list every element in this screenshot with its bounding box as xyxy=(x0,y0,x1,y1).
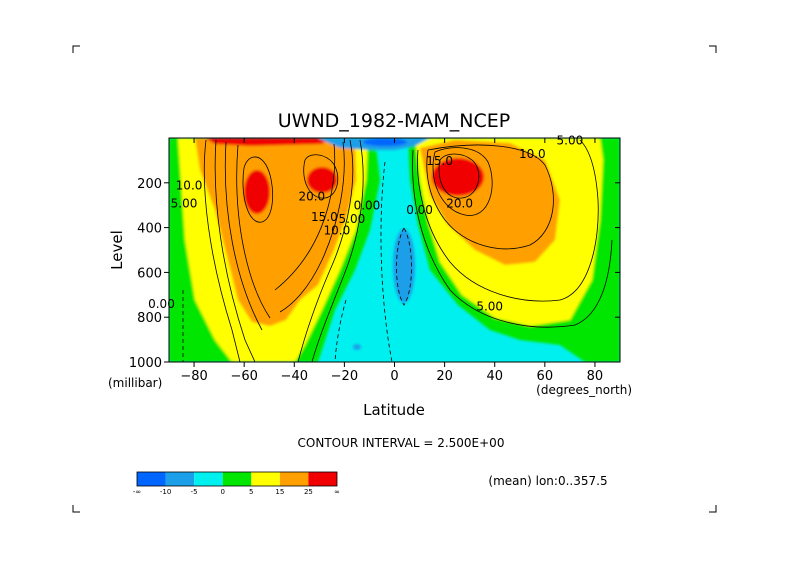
x-axis-label: Latitude xyxy=(363,401,425,419)
colorbar-label: 15 xyxy=(275,488,284,496)
y-units-label: (millibar) xyxy=(108,376,162,390)
colorbar-label: -∞ xyxy=(133,488,141,496)
contour-label: 5.00 xyxy=(171,196,198,210)
colorbar-swatch xyxy=(165,472,195,486)
region-blue-top-deep xyxy=(363,138,407,146)
region-blue-tropical xyxy=(393,229,415,303)
contour-label: 20.0 xyxy=(298,190,325,204)
y-tick-label: 800 xyxy=(137,311,162,326)
x-axis: −80 −60 −40 −20 0 20 40 60 80 xyxy=(180,138,603,384)
contour-label: 0.00 xyxy=(406,203,433,217)
x-tick-label: −40 xyxy=(281,369,308,384)
region-blue-spot xyxy=(353,344,361,350)
contour-label: 5.00 xyxy=(339,212,366,226)
colorbar-label: ∞ xyxy=(334,488,340,496)
colorbar-label: 25 xyxy=(304,488,313,496)
colorbar-label: 5 xyxy=(249,488,253,496)
x-tick-label: −80 xyxy=(180,369,207,384)
jet-core-top xyxy=(205,138,330,146)
crop-mark-top-left xyxy=(72,45,80,53)
colorbar-label: -5 xyxy=(191,488,198,496)
colorbar-label: -10 xyxy=(160,488,171,496)
contour-label: 0.00 xyxy=(354,199,381,213)
colorbar: -∞ -10 -5 0 5 15 25 ∞ xyxy=(133,471,340,496)
jet-core-subtropical-south xyxy=(307,167,337,193)
contour-labels: 10.05.00 20.015.010.05.000.00 0.0015.020.0… xyxy=(148,134,583,314)
x-tick-label: −20 xyxy=(331,369,358,384)
colorbar-label: 0 xyxy=(220,488,224,496)
contour-lines xyxy=(203,139,613,362)
y-axis-label: Level xyxy=(108,230,126,270)
contour-label: 15.0 xyxy=(426,154,453,168)
colorbar-swatch xyxy=(194,472,223,486)
contour-interval-note: CONTOUR INTERVAL = 2.500E+00 xyxy=(298,436,505,450)
x-tick-label: 60 xyxy=(537,369,554,384)
x-tick-label: 0 xyxy=(390,369,398,384)
contour-label: 10.0 xyxy=(519,147,546,161)
crop-marks xyxy=(72,45,717,513)
contour-label: 5.00 xyxy=(557,134,584,148)
crop-mark-bottom-left xyxy=(72,505,80,513)
chart-title: UWND_1982-MAM_NCEP xyxy=(278,110,510,132)
y-tick-label: 400 xyxy=(137,222,162,237)
crop-mark-bottom-right xyxy=(709,505,717,513)
colorbar-swatch xyxy=(222,472,252,486)
y-axis: 200 400 600 800 1000 xyxy=(129,177,620,371)
mean-longitude-note: (mean) lon:0..357.5 xyxy=(488,474,607,488)
contour-label: 20.0 xyxy=(446,196,473,210)
y-tick-label: 600 xyxy=(137,266,162,281)
colorbar-swatch xyxy=(251,472,280,486)
jet-core-south xyxy=(244,170,270,214)
x-units-label: (degrees_north) xyxy=(536,383,632,397)
contour-label: 10.0 xyxy=(324,223,351,237)
x-tick-label: 20 xyxy=(436,369,453,384)
y-tick-label: 200 xyxy=(137,177,162,192)
contour-label: 10.0 xyxy=(176,179,203,193)
x-tick-label: 40 xyxy=(486,369,503,384)
contour-label: 0.00 xyxy=(148,297,175,311)
colorbar-swatch xyxy=(137,472,166,486)
x-tick-label: −60 xyxy=(230,369,257,384)
y-tick-label: 1000 xyxy=(129,356,162,371)
contour-field xyxy=(169,138,620,362)
colorbar-frame xyxy=(136,471,338,487)
colorbar-swatch xyxy=(279,472,309,486)
contour-label: 15.0 xyxy=(311,210,338,224)
contour-label: 5.00 xyxy=(476,299,503,313)
x-tick-label: 80 xyxy=(587,369,604,384)
crop-mark-top-right xyxy=(709,45,717,53)
colorbar-swatch xyxy=(308,472,337,486)
jet-core-north xyxy=(432,158,484,196)
negative-contours xyxy=(182,161,412,362)
